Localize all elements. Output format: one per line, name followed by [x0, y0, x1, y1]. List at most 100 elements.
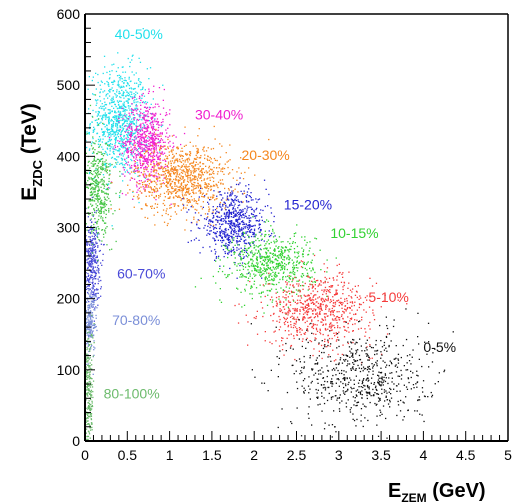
data-point	[146, 168, 148, 170]
data-point	[293, 233, 295, 235]
data-point	[165, 148, 167, 150]
data-point	[147, 180, 149, 182]
data-point	[124, 131, 127, 133]
data-point	[269, 274, 271, 276]
data-point	[226, 238, 228, 240]
data-point	[215, 219, 217, 221]
data-point	[292, 364, 294, 366]
data-point	[288, 277, 291, 279]
data-point	[193, 169, 195, 172]
data-point	[301, 247, 303, 249]
data-point	[152, 146, 154, 148]
data-point	[268, 243, 270, 245]
data-point	[169, 180, 171, 182]
data-point	[330, 329, 332, 332]
data-point	[241, 250, 243, 252]
data-point	[140, 108, 142, 110]
data-point	[418, 343, 420, 345]
data-point	[380, 353, 383, 355]
data-point	[155, 175, 157, 177]
data-point	[182, 177, 184, 179]
data-point	[353, 363, 355, 365]
data-point	[155, 155, 158, 157]
data-point	[293, 291, 295, 294]
data-point	[198, 239, 200, 241]
data-point	[99, 100, 102, 102]
data-point	[260, 244, 262, 246]
data-point	[260, 271, 263, 273]
data-point	[311, 280, 313, 282]
data-point	[123, 103, 125, 105]
data-point	[210, 250, 213, 252]
data-point	[275, 300, 277, 302]
data-point	[151, 205, 153, 207]
data-point	[291, 315, 293, 317]
data-point	[119, 114, 122, 117]
data-point	[130, 134, 132, 137]
data-point	[217, 257, 220, 259]
data-point	[116, 134, 118, 136]
data-point	[175, 166, 177, 168]
data-point	[136, 131, 139, 133]
data-point	[225, 222, 227, 224]
data-point	[169, 145, 171, 147]
data-point	[249, 220, 252, 222]
data-point	[126, 138, 128, 141]
data-point	[245, 284, 248, 286]
data-point	[137, 135, 139, 138]
data-point	[240, 229, 242, 231]
data-point	[123, 105, 126, 108]
data-point	[365, 353, 367, 355]
data-point	[296, 310, 298, 312]
data-point	[192, 162, 194, 164]
data-point	[243, 240, 245, 242]
data-point	[140, 167, 142, 169]
data-point	[183, 188, 185, 190]
data-point	[356, 296, 358, 299]
data-point	[254, 236, 256, 238]
data-point	[375, 282, 378, 284]
data-point	[363, 384, 365, 387]
data-point	[233, 233, 235, 236]
data-point	[347, 360, 349, 362]
data-point	[224, 192, 226, 194]
data-point	[354, 397, 356, 399]
data-point	[224, 221, 227, 223]
data-point	[254, 275, 256, 277]
data-point	[229, 159, 231, 161]
data-point	[207, 159, 209, 161]
data-point	[106, 142, 108, 144]
data-point	[327, 299, 329, 302]
data-point	[235, 219, 237, 221]
data-point	[368, 368, 370, 370]
data-point	[284, 312, 286, 314]
data-point	[251, 297, 253, 300]
data-point	[280, 248, 282, 251]
data-point	[132, 111, 134, 114]
data-point	[167, 192, 170, 194]
data-point	[183, 198, 185, 200]
data-point	[304, 321, 306, 324]
data-point	[169, 124, 171, 126]
data-point	[159, 147, 161, 150]
data-point	[164, 145, 166, 147]
data-point	[136, 92, 139, 94]
data-point	[203, 178, 206, 180]
data-point	[331, 307, 333, 310]
data-point	[111, 70, 113, 72]
data-point	[285, 294, 287, 296]
data-point	[160, 121, 163, 124]
data-point	[149, 132, 152, 134]
data-point	[301, 276, 303, 278]
data-point	[127, 101, 129, 103]
data-point	[210, 198, 212, 201]
data-point	[152, 152, 154, 155]
data-point	[155, 137, 158, 139]
data-point	[239, 228, 241, 230]
data-point	[274, 271, 277, 274]
data-point	[253, 209, 255, 212]
data-point	[124, 142, 126, 145]
data-point	[197, 185, 200, 187]
data-point	[154, 158, 156, 161]
data-point	[355, 313, 357, 315]
